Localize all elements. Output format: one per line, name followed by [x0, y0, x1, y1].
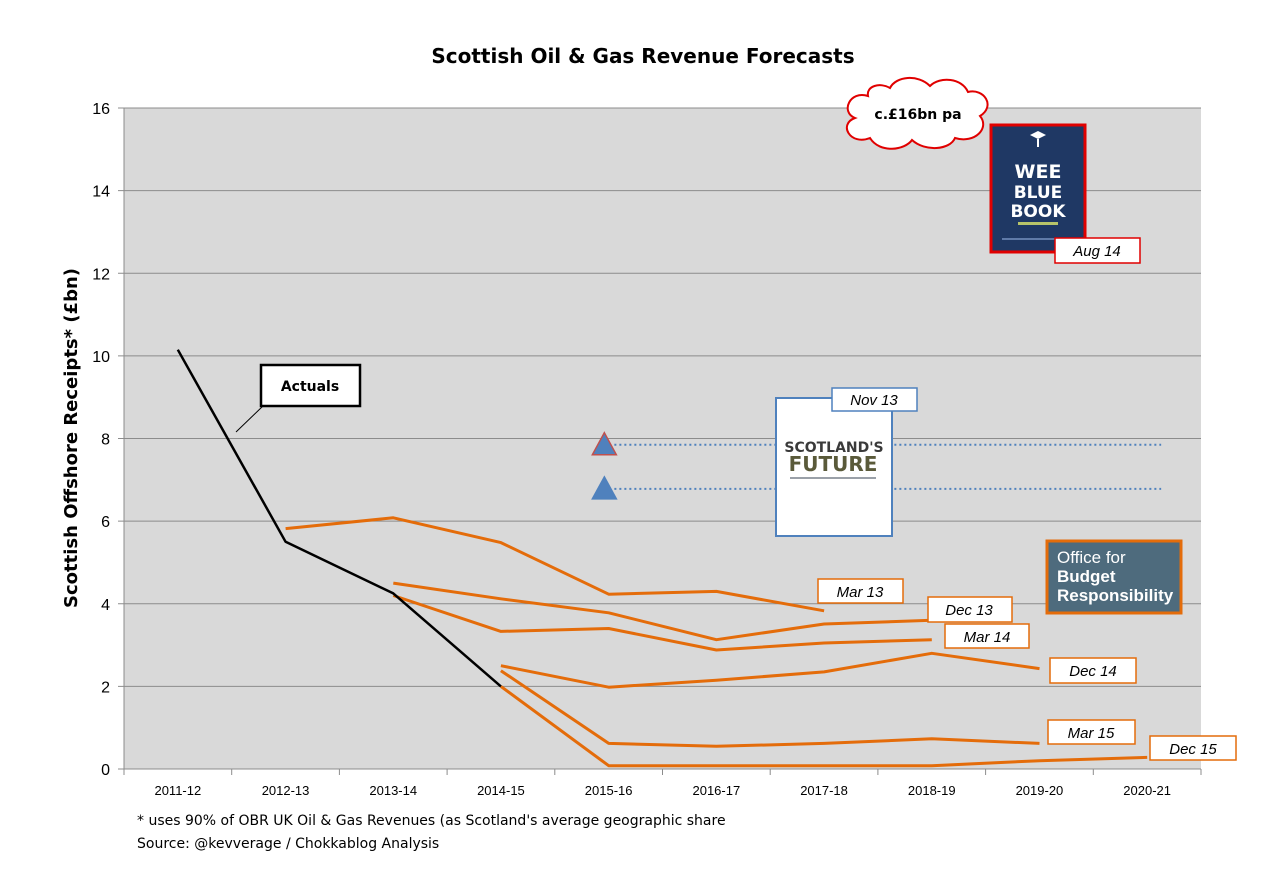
x-tick-label: 2015-16 [585, 783, 633, 798]
scotlands-future-line2: FUTURE [789, 452, 878, 476]
source-note: Source: @kevverage / Chokkablog Analysis [137, 836, 439, 852]
tag-mar15-label: Mar 15 [1068, 725, 1115, 742]
y-tick-label: 0 [101, 762, 110, 779]
tag-dec15-label: Dec 15 [1169, 741, 1217, 758]
footnote: * uses 90% of OBR UK Oil & Gas Revenues … [137, 813, 726, 829]
y-tick-label: 2 [101, 679, 110, 696]
actuals-callout-label: Actuals [281, 379, 339, 395]
obr-logo: Office for Budget Responsibility [1045, 539, 1183, 615]
actuals-callout-leader [235, 404, 265, 433]
tag-mar15: Mar 15 [1047, 719, 1136, 745]
obr-line2: Budget [1057, 567, 1116, 586]
estimate-triangle-marker [591, 431, 618, 456]
axes [123, 108, 1202, 775]
series-lines [176, 349, 1148, 768]
scotlands-future-estimates [591, 431, 1162, 500]
series-line-dec-14 [500, 651, 1040, 689]
tag-dec14: Dec 14 [1049, 657, 1137, 684]
x-tick-label: 2019-20 [1016, 783, 1064, 798]
estimate-triangle-marker [591, 475, 618, 500]
tag-mar13-label: Mar 13 [837, 584, 884, 601]
series-line-mar-13 [285, 516, 825, 613]
tag-mar14: Mar 14 [944, 623, 1030, 649]
series-line-dec-15 [500, 685, 1148, 768]
y-tick-labels: 0 2 4 6 8 10 12 14 16 [92, 101, 110, 779]
tag-dec15: Dec 15 [1149, 735, 1237, 761]
x-tick-labels: 2011-12 2012-13 2013-14 2014-15 2015-16 2016-… [154, 783, 1171, 798]
series-line-actuals [176, 349, 502, 688]
gridlines [118, 107, 1201, 770]
y-tick-label: 4 [101, 597, 110, 614]
y-tick-label: 6 [101, 514, 110, 531]
y-tick-label: 16 [92, 101, 110, 118]
tag-dec14-label: Dec 14 [1069, 663, 1117, 680]
tag-nov13-label: Nov 13 [850, 392, 898, 409]
series-line-dec-13 [393, 581, 932, 642]
y-axis-label: Scottish Offshore Receipts* (£bn) [61, 268, 82, 608]
tag-mar13: Mar 13 [817, 578, 904, 604]
tag-dec13-label: Dec 13 [945, 602, 993, 619]
wee-blue-book-line3: BOOK [1010, 202, 1066, 222]
x-tick-label: 2013-14 [369, 783, 417, 798]
tag-aug14-label: Aug 14 [1072, 243, 1121, 260]
series-line-mar-14 [392, 594, 932, 652]
obr-line1: Office for [1057, 548, 1126, 567]
tag-mar14-label: Mar 14 [964, 629, 1011, 646]
scotlands-future-cover: SCOTLAND'S FUTURE [775, 397, 893, 537]
y-tick-label: 14 [92, 184, 110, 201]
wee-blue-book-cover: WEE BLUE BOOK [989, 123, 1087, 254]
x-tick-label: 2014-15 [477, 783, 525, 798]
wee-blue-book-line1: WEE [1015, 161, 1062, 183]
chart-title: Scottish Oil & Gas Revenue Forecasts [431, 44, 854, 68]
cloud-callout [845, 77, 989, 150]
x-tick-label: 2020-21 [1123, 783, 1171, 798]
x-tick-label: 2018-19 [908, 783, 956, 798]
obr-line3: Responsibility [1057, 586, 1174, 605]
scotlands-future-line1: SCOTLAND'S [784, 440, 883, 456]
series-line-mar-15 [500, 669, 1040, 748]
y-tick-label: 10 [92, 349, 110, 366]
y-tick-label: 12 [92, 266, 110, 283]
y-tick-label: 8 [101, 432, 110, 449]
tag-dec13: Dec 13 [927, 596, 1013, 623]
actuals-callout-box [259, 363, 362, 408]
cloud-callout-label: c.£16bn pa [874, 107, 961, 123]
tag-aug14: Aug 14 [1054, 237, 1141, 264]
x-tick-label: 2011-12 [154, 783, 201, 798]
tag-nov13: Nov 13 [831, 387, 918, 412]
wee-blue-book-line2: BLUE [1014, 183, 1063, 203]
x-tick-label: 2017-18 [800, 783, 848, 798]
x-tick-label: 2012-13 [262, 783, 310, 798]
x-tick-label: 2016-17 [692, 783, 740, 798]
